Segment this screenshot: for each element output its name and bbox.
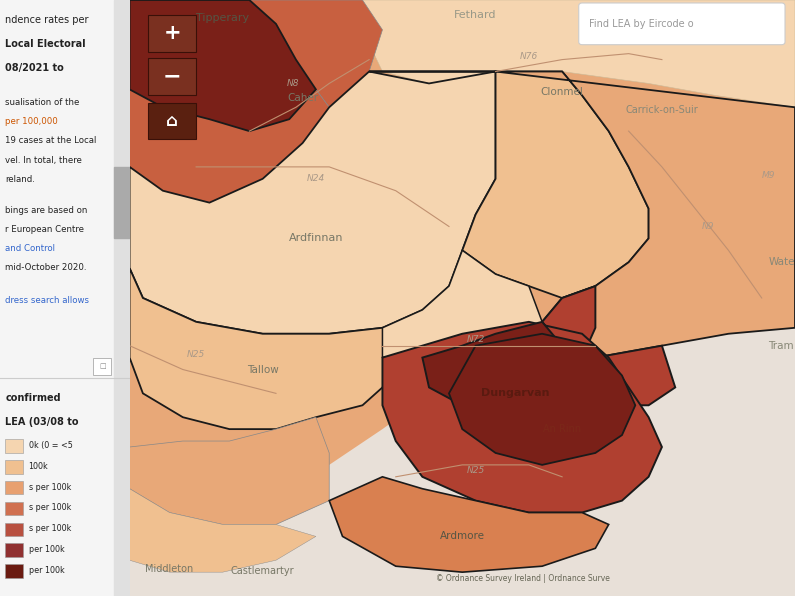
Text: ndence rates per: ndence rates per: [6, 15, 89, 25]
Text: □: □: [99, 364, 106, 370]
Text: M9: M9: [762, 171, 775, 181]
Text: dress search allows: dress search allows: [6, 296, 89, 305]
Polygon shape: [382, 286, 675, 453]
Polygon shape: [130, 417, 329, 524]
Text: mid-October 2020.: mid-October 2020.: [6, 263, 87, 272]
Text: N24: N24: [307, 174, 325, 184]
Bar: [6, 523, 23, 536]
Bar: [6, 502, 23, 515]
Text: −: −: [163, 67, 181, 87]
Polygon shape: [449, 334, 635, 465]
FancyBboxPatch shape: [579, 3, 785, 45]
Text: N25: N25: [467, 466, 485, 476]
Text: confirmed: confirmed: [6, 393, 60, 403]
Text: s per 100k: s per 100k: [29, 524, 71, 533]
Polygon shape: [130, 268, 396, 429]
Text: 0k (0 = <5: 0k (0 = <5: [29, 441, 72, 450]
Text: Tipperary: Tipperary: [196, 13, 250, 23]
Text: vel. In total, there: vel. In total, there: [6, 156, 82, 164]
Text: © Ordnance Survey Ireland | Ordnance Surve: © Ordnance Survey Ireland | Ordnance Sur…: [436, 574, 610, 583]
Bar: [114, 167, 130, 238]
Polygon shape: [495, 72, 795, 358]
Bar: [6, 439, 23, 453]
Bar: [114, 0, 130, 596]
Polygon shape: [130, 72, 495, 334]
Text: Fethard: Fethard: [455, 10, 497, 20]
Text: An Rinn: An Rinn: [543, 424, 581, 434]
Polygon shape: [382, 250, 542, 393]
Bar: [6, 564, 23, 578]
Polygon shape: [369, 72, 649, 298]
Bar: [93, 358, 111, 375]
Polygon shape: [329, 477, 609, 572]
Text: per 100k: per 100k: [29, 545, 64, 554]
Text: reland.: reland.: [6, 175, 35, 184]
Text: s per 100k: s per 100k: [29, 483, 71, 492]
Polygon shape: [130, 89, 329, 203]
Text: s per 100k: s per 100k: [29, 504, 71, 513]
Text: bings are based on: bings are based on: [6, 206, 87, 215]
Bar: [6, 544, 23, 557]
Bar: [6, 481, 23, 495]
Text: Ardfinnan: Ardfinnan: [289, 234, 343, 243]
Text: N9: N9: [702, 222, 715, 231]
Text: 100k: 100k: [29, 462, 48, 471]
Text: Find LEA by Eircode o: Find LEA by Eircode o: [589, 19, 693, 29]
Text: N8: N8: [286, 79, 299, 88]
Text: Caher: Caher: [287, 94, 318, 103]
Text: per 100,000: per 100,000: [6, 117, 58, 126]
Text: N25: N25: [187, 350, 205, 359]
Text: Middleton: Middleton: [145, 564, 194, 574]
Polygon shape: [130, 0, 382, 107]
Text: 19 cases at the Local: 19 cases at the Local: [6, 136, 96, 145]
Polygon shape: [382, 322, 662, 513]
Text: Ardmore: Ardmore: [440, 532, 485, 541]
Polygon shape: [422, 322, 609, 453]
Text: per 100k: per 100k: [29, 566, 64, 575]
Text: r European Centre: r European Centre: [6, 225, 84, 234]
Text: Local Electoral: Local Electoral: [6, 39, 86, 49]
Text: N76: N76: [520, 52, 538, 61]
Polygon shape: [276, 0, 795, 107]
Text: 08/2021 to: 08/2021 to: [6, 63, 64, 73]
Text: Clonmel: Clonmel: [541, 88, 584, 97]
Polygon shape: [130, 489, 316, 572]
Text: sualisation of the: sualisation of the: [6, 98, 80, 107]
Text: and Control: and Control: [6, 244, 55, 253]
Bar: [148, 58, 196, 95]
Text: Carrick-on-Suir: Carrick-on-Suir: [626, 105, 698, 115]
Bar: [148, 15, 196, 52]
Polygon shape: [130, 328, 795, 596]
Text: N72: N72: [467, 335, 485, 344]
Text: Castlemartyr: Castlemartyr: [231, 566, 294, 576]
Bar: [6, 460, 23, 473]
Text: Dungarvan: Dungarvan: [481, 389, 550, 398]
Bar: [148, 103, 196, 139]
Text: ⌂: ⌂: [166, 112, 178, 130]
Text: +: +: [163, 23, 181, 44]
Polygon shape: [130, 0, 316, 131]
Text: Wate: Wate: [769, 257, 795, 267]
Text: LEA (03/08 to: LEA (03/08 to: [6, 417, 79, 427]
Text: Tram: Tram: [769, 341, 794, 350]
Text: Tallow: Tallow: [246, 365, 278, 374]
